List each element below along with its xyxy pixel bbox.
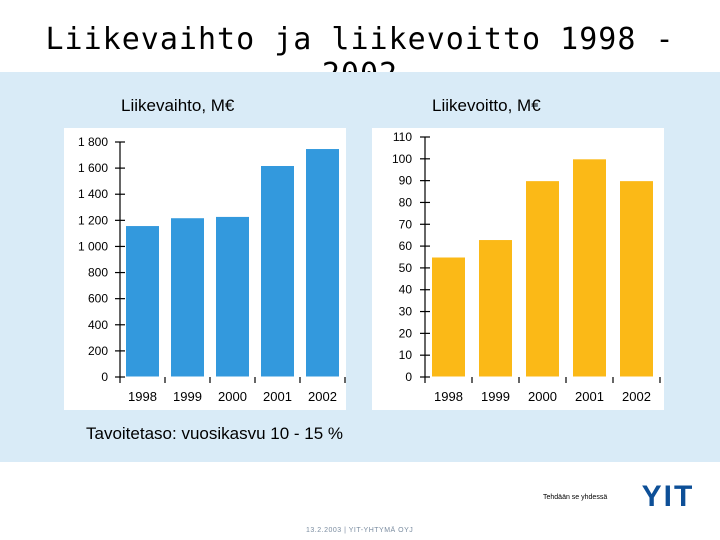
right-bar-2001 — [572, 158, 607, 378]
left-x-label: 2002 — [308, 389, 337, 404]
footer-meta: 13.2.2003 | YIT-YHTYMÄ OYJ — [306, 527, 414, 534]
left-y-tick-label: 0 — [101, 370, 108, 384]
right-y-tick-label: 50 — [399, 261, 413, 275]
right-y-tick-label: 90 — [399, 174, 413, 188]
title-bar: Liikevaihto ja liikevoitto 1998 - 2002 — [0, 0, 720, 92]
right-y-tick-label: 40 — [399, 283, 413, 297]
right-bar-1999 — [478, 239, 513, 378]
left-y-tick-label: 1 000 — [78, 239, 108, 253]
left-x-label: 1999 — [173, 389, 202, 404]
footer-area — [0, 462, 720, 540]
left-bar-2000 — [215, 215, 250, 378]
left-chart-title: Liikevaihto, M€ — [121, 96, 235, 115]
left-bar-2002 — [305, 148, 340, 378]
left-y-tick-label: 1 800 — [78, 135, 108, 149]
logo-text: YIT — [642, 480, 695, 512]
right-chart-title: Liikevoitto, M€ — [432, 96, 541, 115]
right-bar-1998 — [431, 256, 466, 378]
right-x-label: 1998 — [434, 389, 463, 404]
right-y-tick-label: 110 — [393, 130, 412, 144]
right-x-label: 2002 — [622, 389, 651, 404]
right-bar-2002 — [619, 180, 654, 378]
right-x-label: 1999 — [481, 389, 510, 404]
left-y-tick-label: 1 200 — [78, 213, 108, 227]
right-y-tick-label: 30 — [399, 305, 413, 319]
right-y-tick-label: 60 — [399, 239, 413, 253]
right-bar-2000 — [525, 180, 560, 378]
right-y-tick-label: 100 — [392, 152, 412, 166]
left-y-tick-label: 800 — [88, 266, 108, 280]
right-y-tick-label: 10 — [399, 348, 413, 362]
right-y-tick-label: 80 — [399, 195, 413, 209]
right-chart-background — [372, 128, 664, 410]
right-x-label: 2001 — [575, 389, 604, 404]
tagline: Tehdään se yhdessä — [543, 494, 608, 501]
yit-logo: YIT — [642, 480, 695, 512]
left-y-tick-label: 400 — [88, 318, 108, 332]
left-bar-2001 — [260, 165, 295, 378]
right-y-tick-label: 0 — [405, 370, 412, 384]
left-bar-1998 — [125, 225, 160, 378]
left-x-label: 2001 — [263, 389, 292, 404]
page-title: Liikevaihto ja liikevoitto 1998 - 2002 — [45, 22, 675, 92]
right-y-tick-label: 20 — [399, 326, 413, 340]
right-y-tick-label: 70 — [399, 217, 413, 231]
left-y-tick-label: 600 — [88, 292, 108, 306]
left-x-label: 1998 — [128, 389, 157, 404]
left-y-tick-label: 200 — [88, 344, 108, 358]
right-x-label: 2000 — [528, 389, 557, 404]
left-y-tick-label: 1 600 — [78, 161, 108, 175]
left-bar-1999 — [170, 217, 205, 378]
target-note: Tavoitetaso: vuosikasvu 10 - 15 % — [86, 424, 344, 443]
left-x-label: 2000 — [218, 389, 247, 404]
left-y-tick-label: 1 400 — [78, 187, 108, 201]
